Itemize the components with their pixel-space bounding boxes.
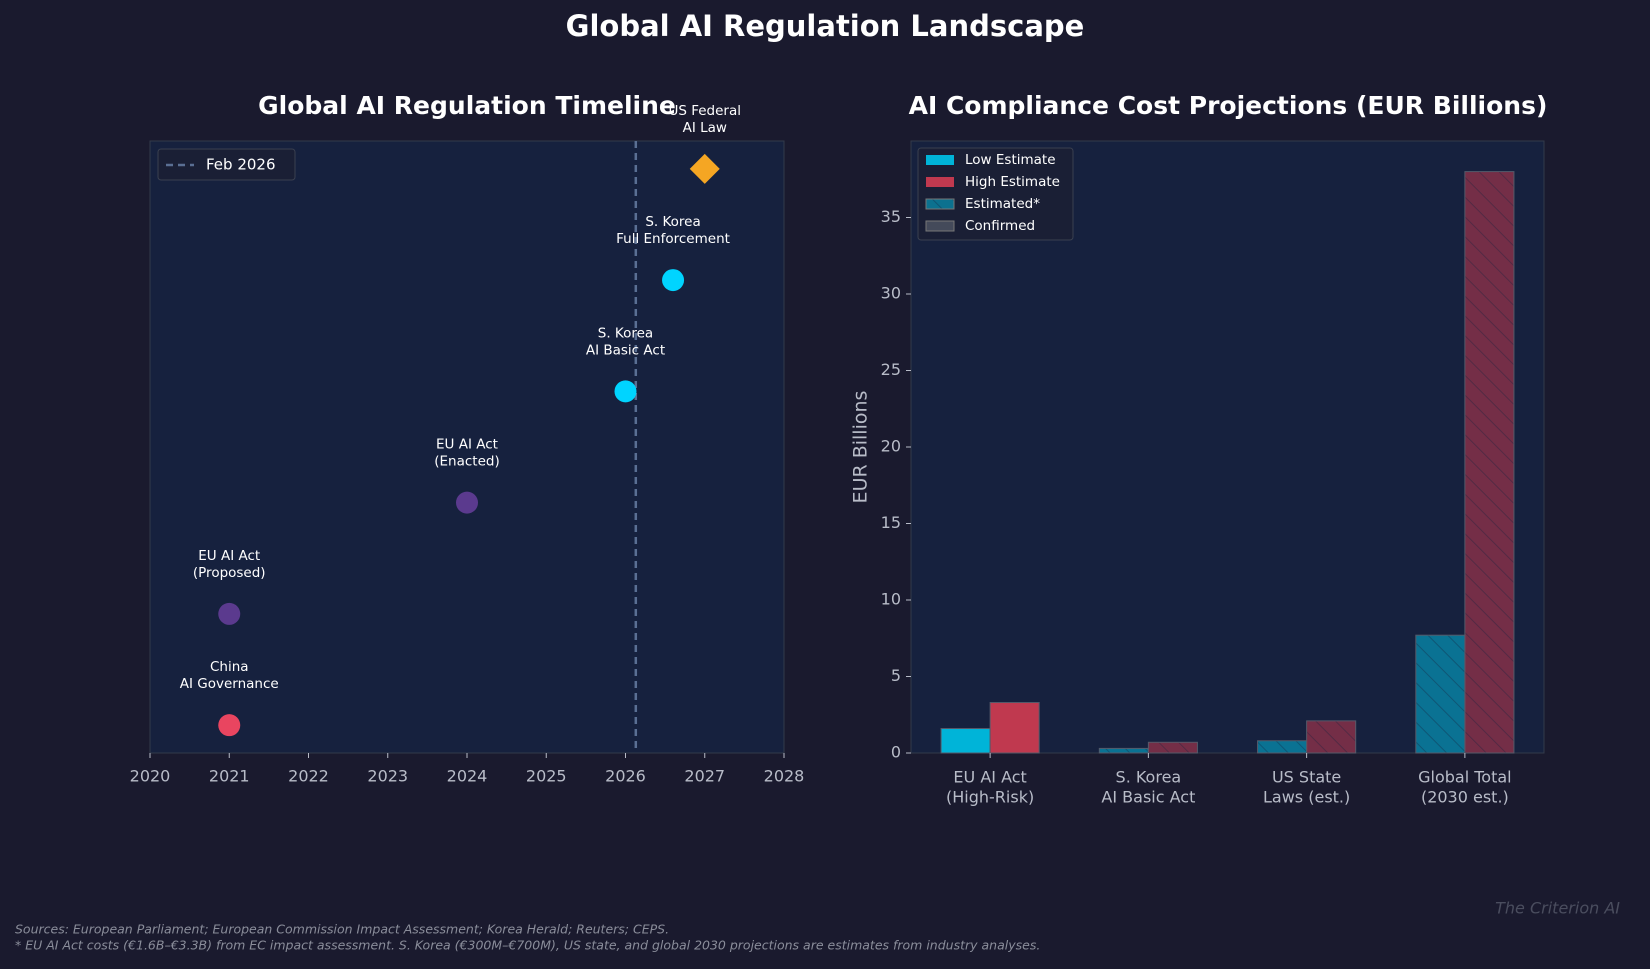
bar [940, 728, 991, 754]
event-label: AI Basic Act [586, 342, 665, 358]
x-tick-label: 2024 [447, 767, 488, 786]
bar [1257, 740, 1308, 754]
event-label: (Proposed) [193, 565, 266, 581]
x-tick-label: (High-Risk) [946, 788, 1034, 807]
page-title: Global AI Regulation Landscape [566, 9, 1085, 43]
y-tick-label: 15 [881, 513, 901, 532]
x-tick-label: 2021 [209, 767, 250, 786]
event-marker [456, 491, 478, 514]
x-tick-label: EU AI Act [953, 768, 1026, 787]
bar [1147, 741, 1198, 754]
event-label: AI Law [683, 120, 727, 136]
chart-title: Global AI Regulation Timeline [258, 91, 676, 120]
x-tick-label: 2023 [367, 767, 408, 786]
y-axis-label: EUR Billions [850, 391, 872, 504]
x-tick-label: US State [1272, 768, 1341, 787]
legend-box [157, 148, 296, 181]
bar [1464, 171, 1515, 754]
event-label: China [210, 659, 249, 675]
event-label: (Enacted) [434, 454, 499, 470]
x-tick-label: Laws (est.) [1263, 788, 1350, 807]
bar [1415, 634, 1466, 754]
legend-box [917, 147, 1074, 241]
y-tick-label: 5 [891, 666, 901, 685]
x-tick-label: 2022 [288, 767, 329, 786]
legend-label: Low Estimate [965, 152, 1056, 168]
event-label: US Federal [668, 103, 741, 119]
x-tick-label: S. Korea [1116, 768, 1182, 787]
y-tick-label: 0 [891, 743, 901, 762]
y-tick-label: 25 [881, 360, 901, 379]
legend-label: Feb 2026 [206, 156, 276, 174]
event-marker [662, 269, 685, 292]
event-marker [218, 602, 241, 625]
legend-swatch [925, 198, 955, 210]
x-tick-label: 2028 [764, 767, 805, 786]
bar [1306, 720, 1357, 754]
y-tick-label: 30 [881, 284, 901, 303]
plot-area [149, 140, 785, 754]
event-marker [689, 153, 720, 184]
legend-swatch [925, 220, 955, 232]
watermark: The Criterion AI [1495, 899, 1620, 918]
footnote: Sources: European Parliament; European C… [15, 922, 669, 937]
event-label: S. Korea [645, 214, 700, 230]
x-tick-label: 2025 [526, 767, 567, 786]
legend-swatch [926, 177, 954, 187]
event-label: Full Enforcement [616, 231, 730, 247]
x-tick-label: 2026 [605, 767, 646, 786]
legend-swatch [926, 155, 954, 165]
event-label: EU AI Act [198, 548, 260, 564]
x-tick-label: (2030 est.) [1421, 788, 1509, 807]
bar [989, 702, 1040, 754]
event-marker [218, 714, 241, 737]
y-tick-label: 35 [881, 207, 901, 226]
event-label: AI Governance [180, 676, 279, 692]
y-tick-label: 10 [881, 590, 901, 609]
legend-label: Confirmed [965, 218, 1035, 234]
x-tick-label: 2027 [684, 767, 725, 786]
legend-label: High Estimate [965, 174, 1060, 190]
x-tick-label: 2020 [130, 767, 171, 786]
event-marker [614, 380, 637, 403]
y-tick-label: 20 [881, 437, 901, 456]
event-label: S. Korea [598, 325, 653, 341]
x-tick-label: AI Basic Act [1101, 788, 1195, 807]
event-label: EU AI Act [436, 437, 498, 453]
chart-title: AI Compliance Cost Projections (EUR Bill… [909, 91, 1548, 120]
legend-label: Estimated* [965, 196, 1040, 212]
bar [1098, 747, 1149, 754]
x-tick-label: Global Total [1418, 768, 1512, 787]
footnote: * EU AI Act costs (€1.6B–€3.3B) from EC … [15, 938, 1040, 953]
